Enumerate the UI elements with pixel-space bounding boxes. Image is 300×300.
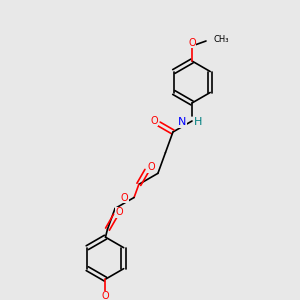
Text: H: H <box>194 117 202 127</box>
Text: O: O <box>120 193 128 202</box>
Text: O: O <box>188 38 196 48</box>
Text: O: O <box>147 163 155 172</box>
Text: CH₃: CH₃ <box>214 34 230 43</box>
Text: O: O <box>116 207 123 217</box>
Text: O: O <box>102 291 109 300</box>
Text: N: N <box>178 117 186 127</box>
Text: O: O <box>150 116 158 126</box>
